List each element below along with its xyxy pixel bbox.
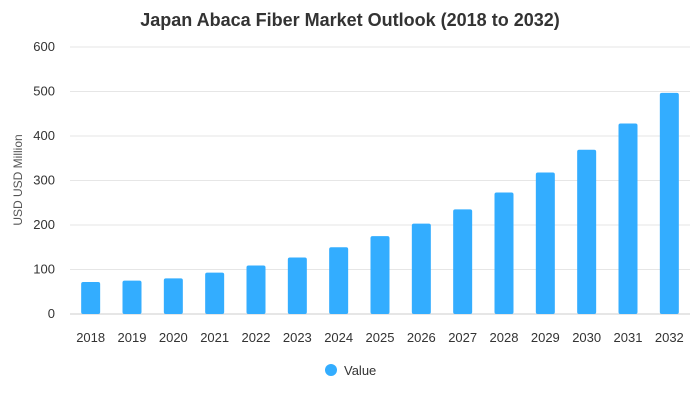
y-axis-title: USD USD Million (11, 134, 25, 225)
gridlines (70, 46, 690, 315)
x-tick-label: 2019 (118, 330, 147, 345)
bar-2022[interactable] (246, 265, 266, 314)
bar-2027[interactable] (453, 209, 473, 314)
x-tick-label: 2031 (614, 330, 643, 345)
x-tick-label: 2029 (531, 330, 560, 345)
x-tick-label: 2021 (200, 330, 229, 345)
bar-2024[interactable] (329, 247, 349, 314)
bar-2020[interactable] (163, 278, 183, 314)
bar-2032[interactable] (659, 92, 679, 315)
legend-swatch (325, 364, 337, 376)
y-tick-label: 0 (48, 306, 55, 321)
y-tick-label: 500 (33, 84, 55, 99)
x-tick-label: 2018 (76, 330, 105, 345)
x-axis-ticks: 2018 2019 2020 2021 2022 2023 2024 2025 2026 2027… (76, 330, 684, 345)
x-tick-label: 2025 (366, 330, 395, 345)
bar-2019[interactable] (122, 280, 142, 314)
x-tick-label: 2022 (242, 330, 271, 345)
x-tick-label: 2020 (159, 330, 188, 345)
y-axis-ticks: 0 100 200 300 400 500 600 (33, 39, 55, 321)
x-tick-label: 2027 (448, 330, 477, 345)
bars (81, 92, 679, 315)
y-tick-label: 600 (33, 39, 55, 54)
y-tick-label: 400 (33, 128, 55, 143)
bar-2029[interactable] (535, 172, 555, 314)
legend[interactable]: Value (325, 363, 376, 378)
chart-title: Japan Abaca Fiber Market Outlook (2018 t… (140, 10, 559, 30)
y-tick-label: 300 (33, 173, 55, 188)
y-tick-label: 100 (33, 262, 55, 277)
x-tick-label: 2023 (283, 330, 312, 345)
bar-2021[interactable] (205, 272, 225, 314)
bar-2023[interactable] (287, 257, 307, 314)
x-tick-label: 2032 (655, 330, 684, 345)
bar-2028[interactable] (494, 192, 514, 314)
x-tick-label: 2028 (490, 330, 519, 345)
bar-2018[interactable] (81, 281, 101, 314)
bar-2025[interactable] (370, 236, 390, 314)
legend-label: Value (344, 363, 376, 378)
bar-2030[interactable] (577, 149, 597, 314)
bar-2026[interactable] (411, 223, 431, 314)
x-tick-label: 2026 (407, 330, 436, 345)
bar-2031[interactable] (618, 123, 638, 314)
x-tick-label: 2030 (572, 330, 601, 345)
x-tick-label: 2024 (324, 330, 353, 345)
y-tick-label: 200 (33, 217, 55, 232)
